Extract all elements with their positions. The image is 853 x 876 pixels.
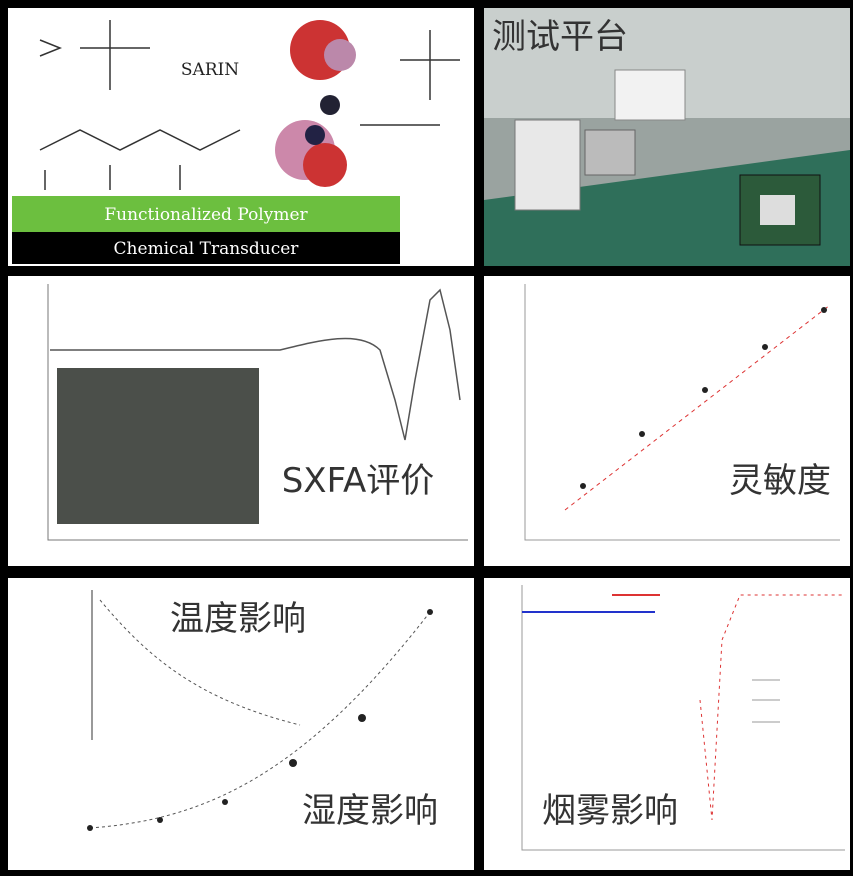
agent-label: SARIN	[181, 60, 239, 80]
panel-title: 灵敏度	[729, 461, 831, 501]
point	[702, 387, 708, 393]
photo-instrument	[615, 70, 685, 120]
point	[580, 483, 586, 489]
point	[762, 344, 768, 350]
collage: SARIN Functionalized Polymer Chemical Tr…	[0, 0, 853, 876]
molecule-model	[320, 95, 340, 115]
panel-title: 湿度影响	[302, 791, 438, 831]
point	[157, 817, 163, 823]
point	[821, 307, 827, 313]
point	[358, 714, 366, 722]
point	[427, 609, 433, 615]
point	[222, 799, 228, 805]
page: {"chemistry": {"agent": "SARIN", "layers…	[0, 0, 853, 876]
layer-label: Functionalized Polymer	[104, 205, 308, 225]
photo-instrument	[515, 120, 580, 210]
point	[289, 759, 297, 767]
sensitivity-panel	[484, 276, 850, 566]
molecule-model	[305, 125, 325, 145]
panel-title: SXFA评价	[282, 461, 435, 501]
layer-label: Chemical Transducer	[114, 239, 300, 259]
molecule-model	[324, 39, 356, 71]
point	[87, 825, 93, 831]
panel-title: 测试平台	[492, 17, 628, 57]
point	[639, 431, 645, 437]
molecule-model	[303, 143, 347, 187]
sem-image	[57, 368, 259, 524]
panel-title: 烟雾影响	[542, 791, 678, 831]
panel-title: 温度影响	[170, 599, 306, 639]
photo-instrument	[585, 130, 635, 175]
photo-sensor	[760, 195, 795, 225]
